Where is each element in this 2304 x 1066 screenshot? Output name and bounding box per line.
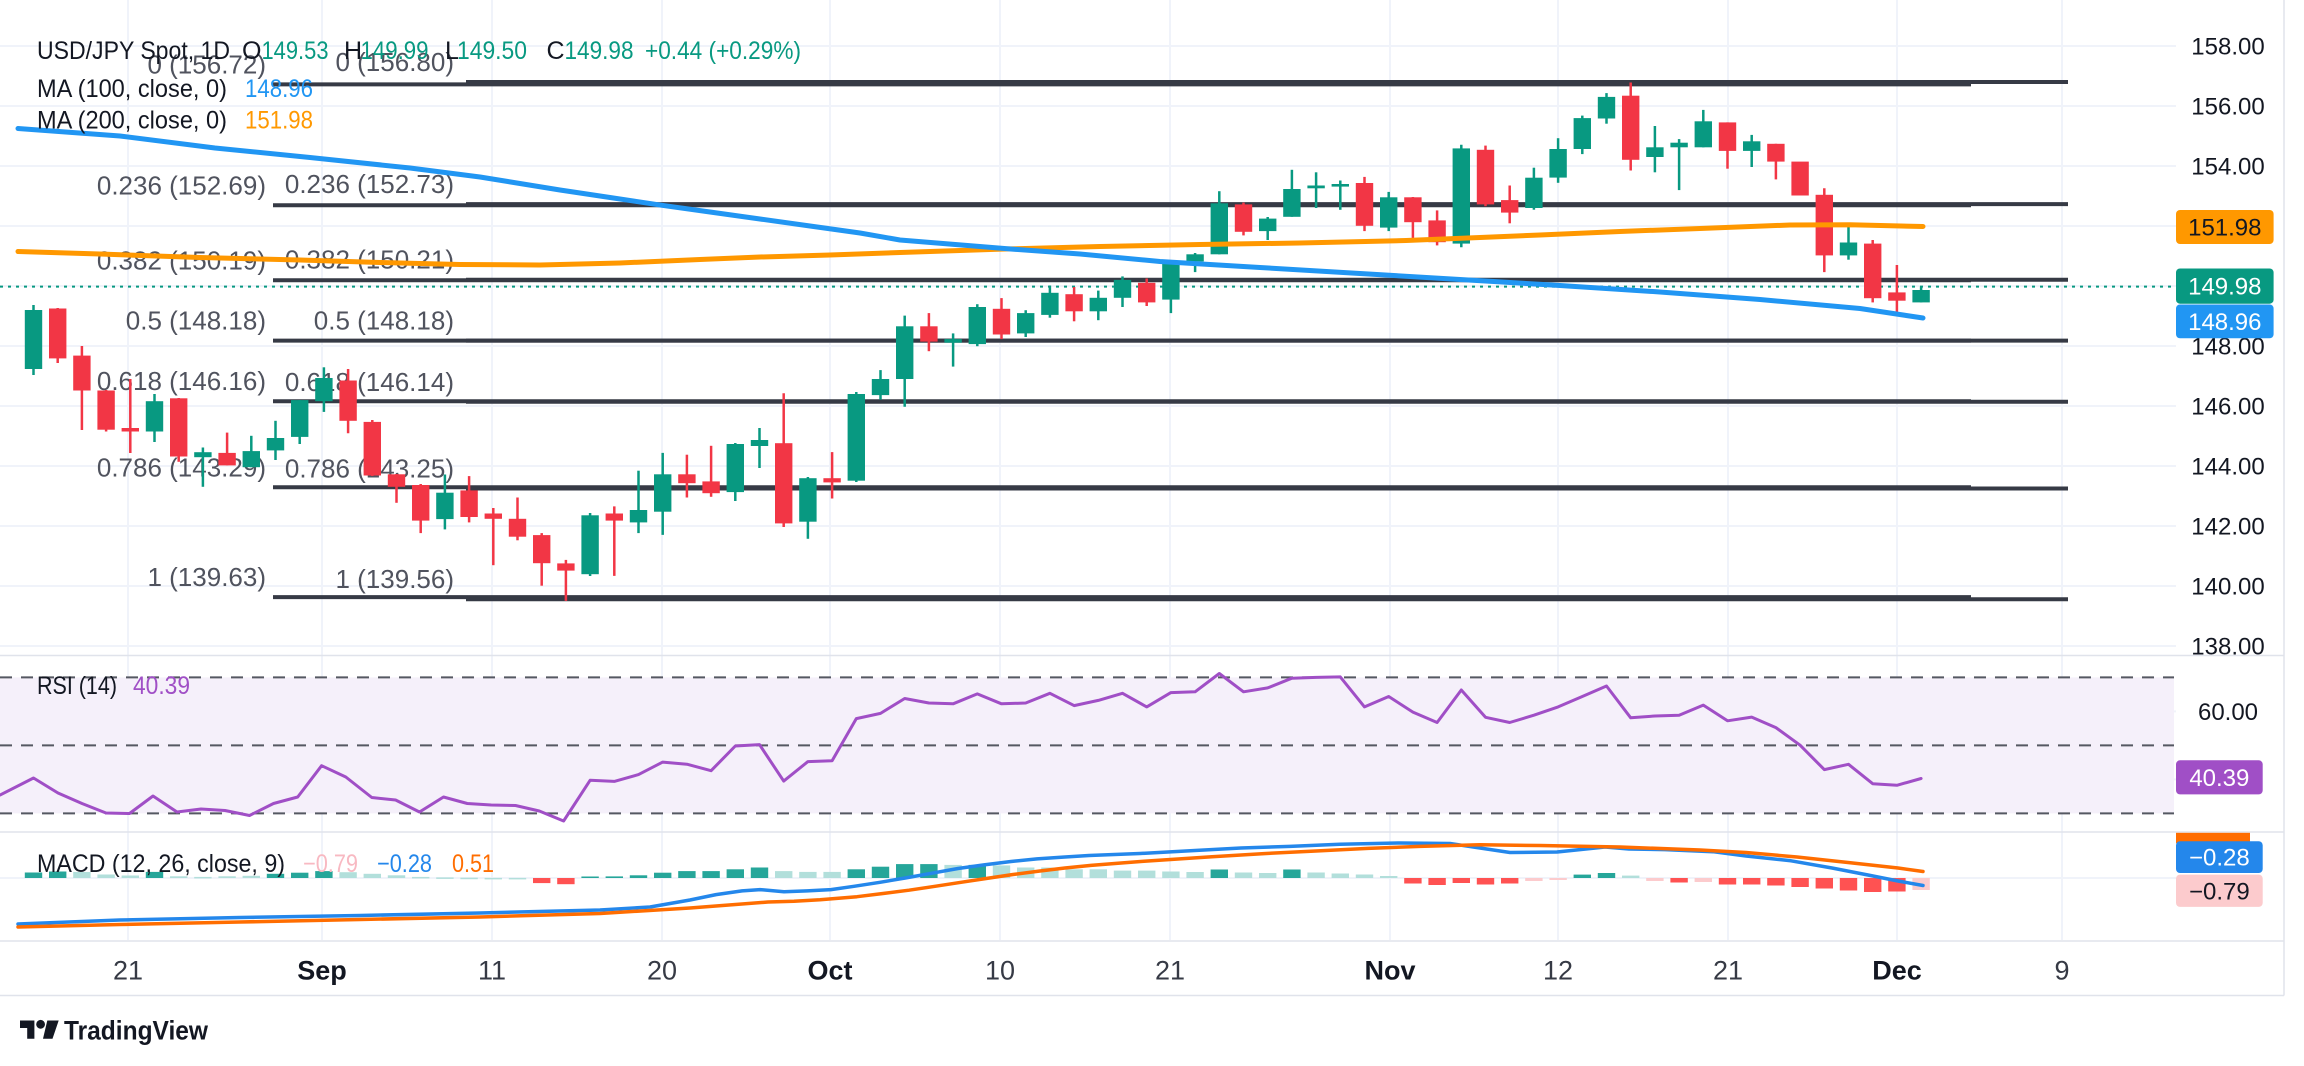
- svg-text:148.96: 148.96: [245, 75, 313, 103]
- svg-text:−0.79: −0.79: [303, 850, 358, 878]
- svg-text:158.00: 158.00: [2191, 34, 2264, 61]
- svg-text:MACD (12, 26, close, 9): MACD (12, 26, close, 9): [37, 850, 285, 878]
- svg-text:149.98: 149.98: [2188, 274, 2261, 301]
- svg-text:0 (156.80): 0 (156.80): [335, 47, 454, 77]
- svg-text:+0.44 (+0.29%): +0.44 (+0.29%): [645, 37, 801, 65]
- svg-text:Sep: Sep: [297, 956, 347, 986]
- svg-text:149.50: 149.50: [457, 37, 527, 65]
- svg-text:149.98: 149.98: [565, 37, 634, 65]
- svg-text:144.00: 144.00: [2191, 454, 2264, 481]
- svg-text:1 (139.63): 1 (139.63): [147, 562, 266, 592]
- svg-text:0.236 (152.73): 0.236 (152.73): [285, 169, 454, 199]
- svg-text:21: 21: [1155, 956, 1185, 986]
- svg-text:156.00: 156.00: [2191, 94, 2264, 121]
- svg-text:142.00: 142.00: [2191, 514, 2264, 541]
- svg-text:148.96: 148.96: [2188, 309, 2261, 336]
- svg-text:RSI (14): RSI (14): [37, 672, 117, 700]
- svg-text:MA (100, close, 0): MA (100, close, 0): [37, 75, 227, 103]
- svg-text:0.5 (148.18): 0.5 (148.18): [314, 306, 454, 336]
- svg-text:Nov: Nov: [1364, 956, 1415, 986]
- svg-text:21: 21: [1713, 956, 1743, 986]
- svg-text:12: 12: [1543, 956, 1573, 986]
- svg-text:151.98: 151.98: [2188, 215, 2261, 242]
- svg-text:C: C: [547, 37, 565, 65]
- svg-text:1 (139.56): 1 (139.56): [335, 564, 454, 594]
- svg-text:149.53: 149.53: [262, 37, 329, 65]
- svg-text:−0.28: −0.28: [2189, 845, 2250, 872]
- svg-text:0.618 (146.16): 0.618 (146.16): [97, 366, 266, 396]
- svg-text:140.00: 140.00: [2191, 574, 2264, 601]
- svg-text:−0.79: −0.79: [2189, 878, 2250, 905]
- svg-text:USD/JPY Spot, 1D: USD/JPY Spot, 1D: [37, 37, 230, 65]
- svg-text:0.51: 0.51: [452, 850, 494, 878]
- svg-text:H: H: [344, 37, 362, 65]
- svg-text:−0.28: −0.28: [377, 850, 432, 878]
- svg-text:154.00: 154.00: [2191, 154, 2264, 181]
- svg-text:MA (200, close, 0): MA (200, close, 0): [37, 107, 227, 135]
- svg-text:10: 10: [985, 956, 1015, 986]
- svg-text:146.00: 146.00: [2191, 394, 2264, 421]
- svg-text:20: 20: [647, 956, 677, 986]
- svg-text:149.99: 149.99: [361, 37, 429, 65]
- svg-text:40.39: 40.39: [133, 672, 190, 700]
- svg-text:0.786 (143.29): 0.786 (143.29): [97, 452, 266, 482]
- svg-text:60.00: 60.00: [2198, 699, 2258, 726]
- svg-text:Oct: Oct: [807, 956, 852, 986]
- svg-text:0 (156.72): 0 (156.72): [147, 49, 266, 79]
- svg-text:0.236 (152.69): 0.236 (152.69): [97, 170, 266, 200]
- svg-text:21: 21: [113, 956, 143, 986]
- svg-text:11: 11: [478, 956, 506, 986]
- svg-text:40.39: 40.39: [2189, 765, 2249, 792]
- svg-text:0.5 (148.18): 0.5 (148.18): [126, 306, 266, 336]
- svg-text:TradingView: TradingView: [64, 1016, 209, 1046]
- svg-text:O: O: [242, 37, 261, 65]
- svg-text:0.618 (146.14): 0.618 (146.14): [285, 367, 454, 397]
- svg-text:Dec: Dec: [1872, 956, 1922, 986]
- svg-text:L: L: [445, 37, 459, 65]
- svg-text:151.98: 151.98: [245, 107, 313, 135]
- svg-text:138.00: 138.00: [2191, 634, 2264, 661]
- svg-text:9: 9: [2054, 956, 2069, 986]
